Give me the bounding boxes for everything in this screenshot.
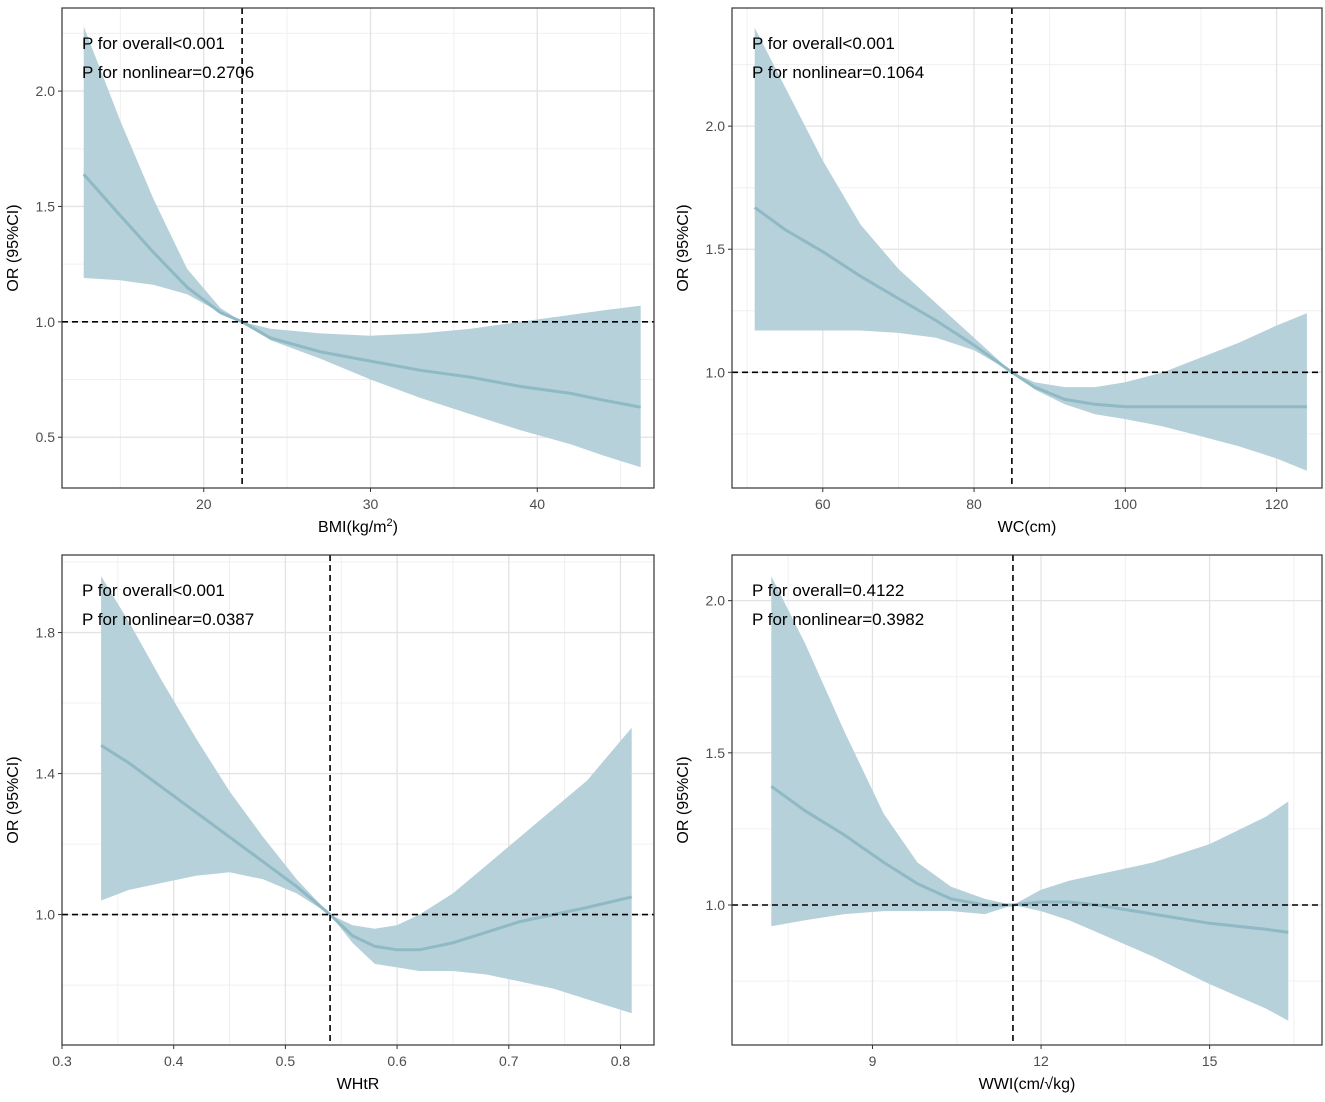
x-axis-title-part: BMI(kg/m [318, 519, 386, 536]
x-tick-label: 120 [1265, 496, 1289, 512]
x-axis-title: WC(cm) [998, 519, 1057, 536]
grid-minor [62, 8, 654, 488]
x-axis-title: WHtR [337, 1076, 380, 1093]
p-overall-label: P for overall=0.4122 [752, 581, 904, 600]
x-tick-label: 40 [529, 496, 545, 512]
p-overall-label: P for overall<0.001 [752, 34, 895, 53]
y-tick-label: 2.0 [36, 83, 56, 99]
y-axis-title: OR (95%CI) [5, 204, 22, 291]
x-tick-label: 9 [869, 1053, 877, 1069]
x-tick-label: 20 [196, 496, 212, 512]
plot-border [61, 554, 655, 1046]
chart-panel-3: 1.0 1.4 1.8 0.3 0.4 0.5 0.6 0.7 0.8 WHtR OR (95%CI… [5, 554, 655, 1093]
y-tick-label: 1.4 [36, 766, 56, 782]
p-nonlinear-label: P for nonlinear=0.0387 [82, 610, 254, 629]
x-tick-label: 0.6 [387, 1053, 407, 1069]
x-tick-label: 100 [1114, 496, 1138, 512]
y-tick-label: 1.0 [36, 314, 56, 330]
y-tick-label: 2.0 [706, 118, 726, 134]
p-nonlinear-label: P for nonlinear=0.3982 [752, 610, 924, 629]
ci-band [771, 576, 1289, 1021]
x-axis-title-superscript: 2 [387, 517, 393, 529]
x-tick-label: 0.3 [52, 1053, 72, 1069]
x-axis-title: WWI(cm/√kg) [979, 1076, 1076, 1093]
x-tick-label: 15 [1202, 1053, 1218, 1069]
chart-panel-2: 1.0 1.5 2.0 60 80 100 120 WC(cm) OR (95%CI) P for… [675, 7, 1323, 536]
x-axis-title: BMI(kg/m2) [318, 517, 398, 536]
y-axis-title: OR (95%CI) [675, 756, 692, 843]
ci-band [83, 26, 641, 468]
or-line [82, 173, 641, 409]
p-nonlinear-label: P for nonlinear=0.1064 [752, 63, 924, 82]
ci-band [754, 27, 1307, 471]
y-axis-title: OR (95%CI) [675, 204, 692, 291]
x-axis-title-part: ) [393, 519, 398, 536]
y-tick-label: 1.0 [36, 907, 56, 923]
plot-border [731, 7, 1323, 489]
or-line [100, 744, 633, 952]
x-tick-label: 60 [815, 496, 831, 512]
x-tick-label: 12 [1033, 1053, 1049, 1069]
y-tick-label: 1.8 [36, 625, 56, 641]
plot-border [61, 7, 655, 489]
x-tick-label: 30 [363, 496, 379, 512]
p-overall-label: P for overall<0.001 [82, 34, 225, 53]
y-tick-label: 1.5 [36, 198, 56, 214]
y-tick-label: 1.5 [706, 241, 726, 257]
chart-panel-1: 0.5 1.0 1.5 2.0 20 30 40 BMI(kg/m2) OR (95%CI) P … [5, 7, 655, 536]
chart-panel-4: 1.0 1.5 2.0 9 12 15 WWI(cm/√kg) OR (95%CI) P for… [675, 554, 1323, 1093]
p-overall-label: P for overall<0.001 [82, 581, 225, 600]
p-nonlinear-label: P for nonlinear=0.2706 [82, 63, 254, 82]
x-tick-label: 0.7 [499, 1053, 519, 1069]
y-tick-label: 1.5 [706, 745, 726, 761]
y-tick-label: 1.0 [706, 364, 726, 380]
plot-border [731, 554, 1323, 1046]
y-axis-title: OR (95%CI) [5, 756, 22, 843]
x-tick-label: 0.5 [276, 1053, 296, 1069]
y-tick-label: 2.0 [706, 593, 726, 609]
y-tick-label: 1.0 [706, 897, 726, 913]
x-tick-label: 0.8 [611, 1053, 631, 1069]
ci-band [101, 576, 632, 1014]
y-tick-label: 0.5 [36, 429, 56, 445]
x-tick-label: 0.4 [164, 1053, 184, 1069]
or-line [753, 206, 1307, 409]
x-tick-label: 80 [966, 496, 982, 512]
